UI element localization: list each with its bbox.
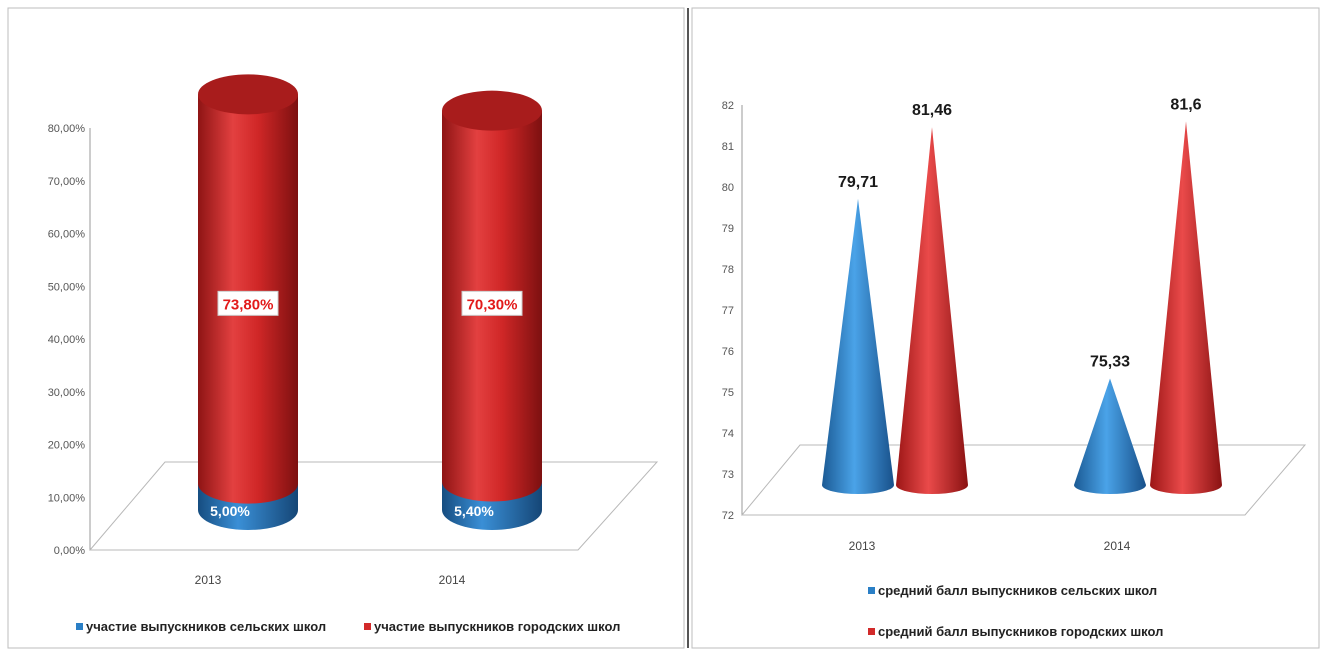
left-y-tick-label: 40,00% bbox=[48, 334, 86, 346]
right-y-tick-label: 74 bbox=[722, 428, 734, 440]
rural-data-label-2013: 5,00% bbox=[210, 503, 250, 519]
bar-urban-top-2014 bbox=[442, 90, 542, 131]
left-y-tick-label: 0,00% bbox=[54, 545, 85, 557]
right-y-tick-label: 76 bbox=[722, 346, 734, 358]
left-y-tick-label: 60,00% bbox=[48, 229, 86, 241]
left-y-tick-label: 70,00% bbox=[48, 176, 86, 188]
urban-score-label-2013: 81,46 bbox=[912, 102, 952, 119]
left-y-tick-label: 30,00% bbox=[48, 387, 86, 399]
cone-group-2013: 79,71 81,46 bbox=[822, 102, 968, 494]
right-legend: средний балл выпускников сельских школ с… bbox=[868, 583, 1163, 639]
left-3d-floor bbox=[88, 461, 659, 551]
rural-score-label-2013: 79,71 bbox=[838, 174, 878, 191]
rural-score-label-2014: 75,33 bbox=[1090, 353, 1130, 370]
right-y-tick-label: 80 bbox=[722, 182, 734, 194]
right-y-tick-label: 81 bbox=[722, 141, 734, 153]
legend-swatch-rural bbox=[76, 623, 83, 630]
left-y-tick-label: 50,00% bbox=[48, 281, 86, 293]
cone-urban-2013 bbox=[896, 127, 968, 494]
legend-swatch-urban-score bbox=[868, 628, 875, 635]
left-x-tick-label: 2013 bbox=[195, 573, 222, 587]
cone-urban-2014 bbox=[1150, 121, 1222, 495]
legend-label-urban: участие выпускников городских школ bbox=[374, 619, 620, 634]
right-x-tick-label: 2014 bbox=[1104, 539, 1131, 553]
legend-label-urban-score: средний балл выпускников городских школ bbox=[878, 624, 1163, 639]
right-y-tick-label: 79 bbox=[722, 223, 734, 235]
cone-rural-2014 bbox=[1074, 378, 1146, 494]
right-y-tick-label: 75 bbox=[722, 387, 734, 399]
urban-label-box-2013 bbox=[217, 290, 279, 316]
urban-data-label-2014: 70,30% bbox=[467, 296, 518, 313]
cylinder-2014: 70,30% 5,40% bbox=[442, 90, 542, 530]
cone-rural-2013 bbox=[822, 198, 894, 494]
urban-score-label-2014: 81,6 bbox=[1170, 96, 1201, 113]
right-y-tick-label: 72 bbox=[722, 510, 734, 522]
right-y-tick-label: 73 bbox=[722, 469, 734, 481]
left-y-tick-label: 80,00% bbox=[48, 123, 86, 135]
rural-data-label-2014: 5,40% bbox=[454, 503, 494, 519]
right-3d-floor bbox=[740, 444, 1307, 516]
legend-swatch-rural-score bbox=[868, 587, 875, 594]
urban-label-box-2014 bbox=[461, 290, 523, 316]
bar-urban-top-2013 bbox=[198, 74, 298, 115]
right-x-tick-label: 2013 bbox=[849, 539, 876, 553]
urban-data-label-2013: 73,80% bbox=[223, 296, 274, 313]
right-y-tick-label: 82 bbox=[722, 100, 734, 112]
average-score-chart: 72 73 74 75 76 77 78 79 80 81 82 79,71 81,46 75,33 81… bbox=[722, 96, 1307, 639]
right-y-tick-label: 78 bbox=[722, 264, 734, 276]
legend-label-rural: участие выпускников сельских школ bbox=[86, 619, 326, 634]
left-legend: участие выпускников сельских школ участи… bbox=[76, 619, 620, 634]
cylinder-2013: 73,80% 5,00% bbox=[198, 74, 298, 530]
participation-chart: 0,00% 10,00% 20,00% 30,00% 40,00% 50,00% 60,00… bbox=[48, 74, 659, 634]
right-chart-panel bbox=[691, 7, 1320, 649]
legend-swatch-urban bbox=[364, 623, 371, 630]
right-y-tick-label: 77 bbox=[722, 305, 734, 317]
legend-label-rural-score: средний балл выпускников сельских школ bbox=[878, 583, 1157, 598]
left-y-tick-label: 10,00% bbox=[48, 492, 86, 504]
left-chart-panel bbox=[7, 7, 685, 649]
left-y-tick-label: 20,00% bbox=[48, 440, 86, 452]
left-x-tick-label: 2014 bbox=[439, 573, 466, 587]
cone-group-2014: 75,33 81,6 bbox=[1074, 96, 1222, 495]
